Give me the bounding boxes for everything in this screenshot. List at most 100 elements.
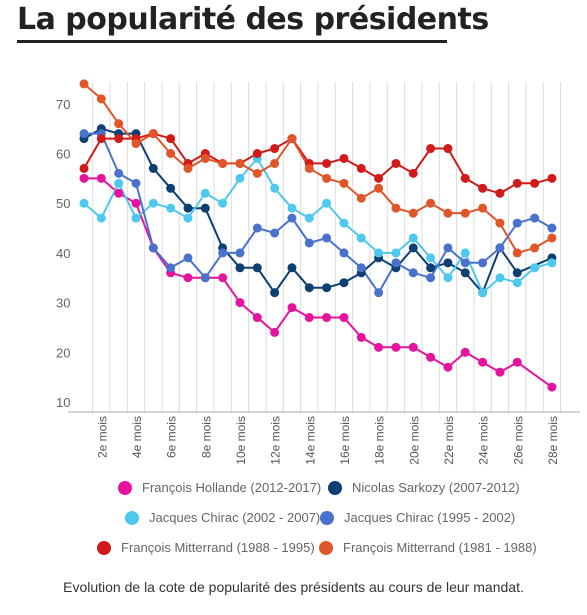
data-point[interactable] [408,243,418,253]
data-point[interactable] [79,163,89,173]
data-point[interactable] [478,203,488,213]
data-point[interactable] [530,243,540,253]
data-point[interactable] [339,313,349,323]
data-point[interactable] [374,248,384,258]
data-point[interactable] [322,158,332,168]
data-point[interactable] [287,303,297,313]
data-point[interactable] [391,248,401,258]
data-point[interactable] [460,173,470,183]
data-point[interactable] [235,263,245,273]
data-point[interactable] [495,273,505,283]
data-point[interactable] [374,183,384,193]
data-point[interactable] [131,178,141,188]
data-point[interactable] [166,134,176,144]
legend-item-mitterrand-1981[interactable]: François Mitterrand (1981 - 1988) [319,540,537,555]
data-point[interactable] [96,94,106,104]
data-point[interactable] [270,288,280,298]
data-point[interactable] [166,263,176,273]
data-point[interactable] [235,158,245,168]
data-point[interactable] [478,288,488,298]
data-point[interactable] [426,263,436,273]
data-point[interactable] [512,278,522,288]
data-point[interactable] [114,178,124,188]
data-point[interactable] [252,168,262,178]
data-point[interactable] [131,139,141,149]
data-point[interactable] [96,173,106,183]
data-point[interactable] [408,168,418,178]
data-point[interactable] [356,163,366,173]
data-point[interactable] [512,268,522,278]
data-point[interactable] [512,357,522,367]
data-point[interactable] [443,144,453,154]
data-point[interactable] [79,79,89,89]
data-point[interactable] [114,168,124,178]
data-point[interactable] [547,223,557,233]
data-point[interactable] [426,352,436,362]
data-point[interactable] [79,129,89,139]
data-point[interactable] [270,327,280,337]
legend-item-chirac-1995[interactable]: Jacques Chirac (1995 - 2002) [320,510,515,525]
data-point[interactable] [96,134,106,144]
data-point[interactable] [391,342,401,352]
data-point[interactable] [408,233,418,243]
data-point[interactable] [426,273,436,283]
data-point[interactable] [530,263,540,273]
data-point[interactable] [512,248,522,258]
data-point[interactable] [218,198,228,208]
data-point[interactable] [443,362,453,372]
data-point[interactable] [270,183,280,193]
data-point[interactable] [200,153,210,163]
data-point[interactable] [426,144,436,154]
data-point[interactable] [96,213,106,223]
legend-item-sarkozy[interactable]: Nicolas Sarkozy (2007-2012) [328,480,520,495]
data-point[interactable] [304,283,314,293]
data-point[interactable] [304,163,314,173]
data-point[interactable] [460,208,470,218]
data-point[interactable] [339,178,349,188]
data-point[interactable] [287,134,297,144]
data-point[interactable] [356,332,366,342]
data-point[interactable] [148,129,158,139]
data-point[interactable] [339,218,349,228]
data-point[interactable] [200,273,210,283]
data-point[interactable] [114,188,124,198]
data-point[interactable] [460,347,470,357]
data-point[interactable] [79,198,89,208]
data-point[interactable] [547,382,557,392]
data-point[interactable] [426,198,436,208]
data-point[interactable] [443,273,453,283]
data-point[interactable] [356,263,366,273]
data-point[interactable] [252,223,262,233]
data-point[interactable] [148,163,158,173]
data-point[interactable] [235,248,245,258]
data-point[interactable] [547,233,557,243]
data-point[interactable] [339,153,349,163]
data-point[interactable] [478,357,488,367]
data-point[interactable] [166,203,176,213]
data-point[interactable] [460,258,470,268]
data-point[interactable] [512,178,522,188]
data-point[interactable] [114,134,124,144]
data-point[interactable] [339,278,349,288]
data-point[interactable] [287,213,297,223]
data-point[interactable] [460,268,470,278]
data-point[interactable] [391,203,401,213]
data-point[interactable] [114,119,124,129]
data-point[interactable] [235,298,245,308]
data-point[interactable] [183,203,193,213]
data-point[interactable] [287,263,297,273]
data-point[interactable] [374,173,384,183]
data-point[interactable] [356,193,366,203]
data-point[interactable] [235,173,245,183]
data-point[interactable] [304,238,314,248]
data-point[interactable] [460,248,470,258]
data-point[interactable] [270,158,280,168]
data-point[interactable] [374,288,384,298]
data-point[interactable] [530,213,540,223]
data-point[interactable] [183,253,193,263]
data-point[interactable] [356,233,366,243]
data-point[interactable] [322,198,332,208]
data-point[interactable] [547,173,557,183]
data-point[interactable] [495,188,505,198]
data-point[interactable] [495,243,505,253]
